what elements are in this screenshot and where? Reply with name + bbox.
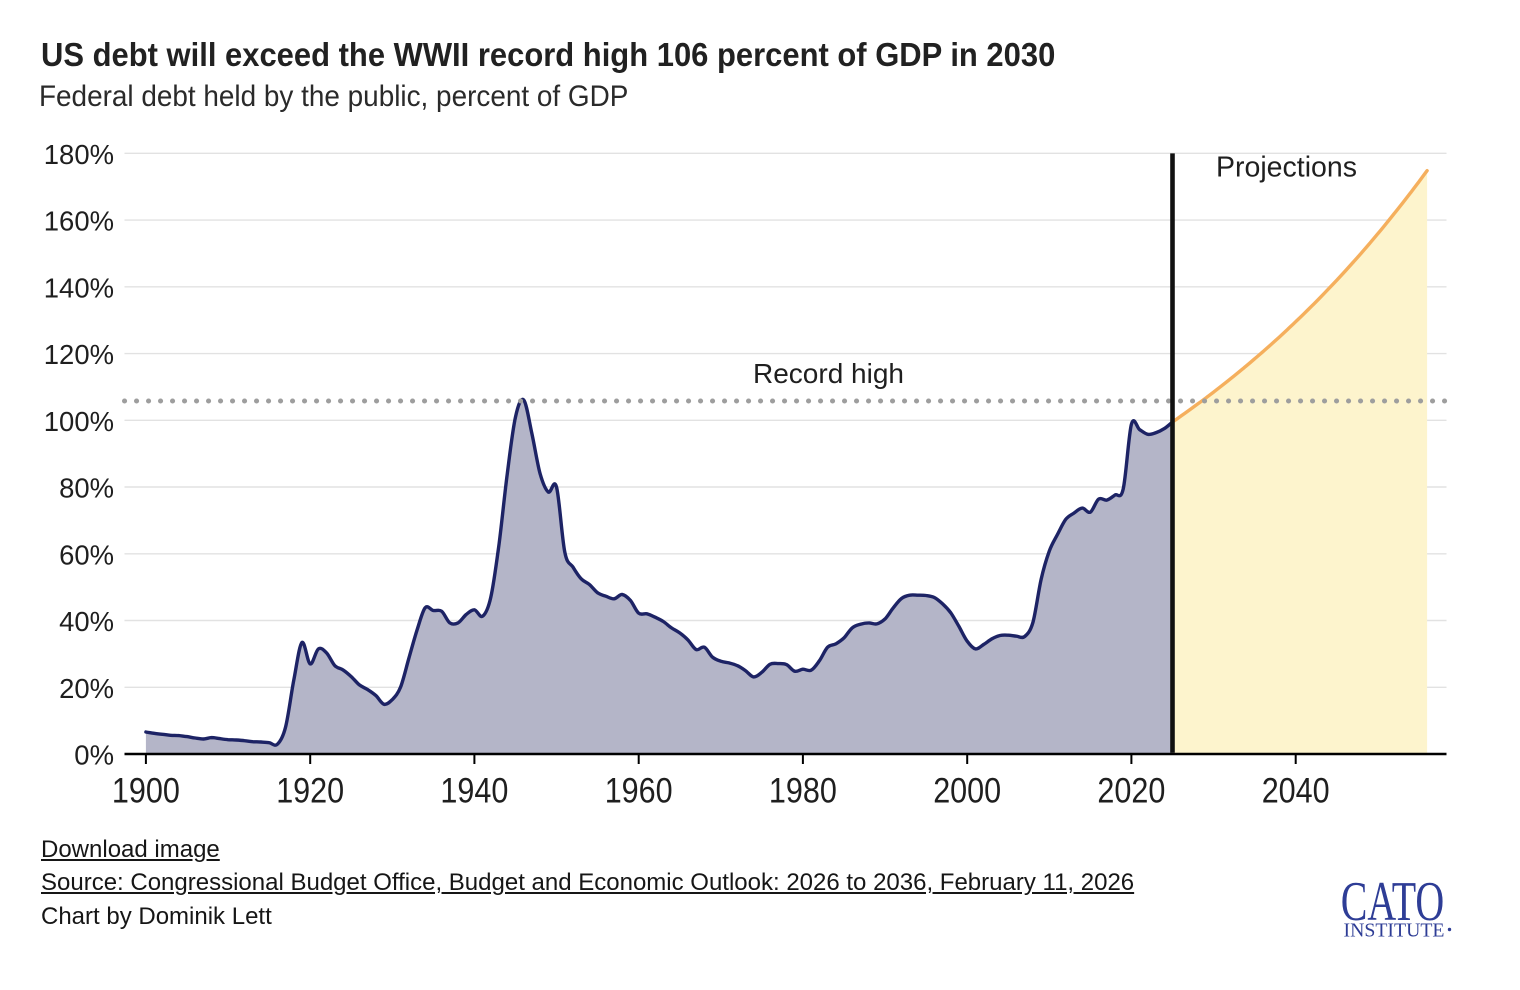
svg-text:40%: 40%: [59, 606, 114, 637]
svg-text:2040: 2040: [1262, 772, 1330, 811]
svg-text:Record high: Record high: [753, 358, 904, 389]
svg-text:140%: 140%: [44, 272, 114, 303]
svg-text:1940: 1940: [440, 772, 508, 811]
svg-text:180%: 180%: [44, 139, 114, 170]
svg-text:160%: 160%: [44, 206, 114, 237]
svg-text:1900: 1900: [112, 772, 180, 811]
svg-text:CATO: CATO: [1341, 871, 1445, 933]
svg-text:INSTITUTE: INSTITUTE: [1344, 919, 1445, 941]
svg-text:1920: 1920: [276, 772, 344, 811]
svg-text:Projections: Projections: [1216, 151, 1357, 183]
svg-text:60%: 60%: [59, 539, 114, 570]
svg-text:20%: 20%: [59, 673, 114, 704]
svg-text:2000: 2000: [933, 772, 1001, 811]
svg-text:0%: 0%: [74, 740, 114, 771]
svg-text:80%: 80%: [59, 473, 114, 504]
svg-text:120%: 120%: [44, 339, 114, 370]
svg-text:1980: 1980: [769, 772, 837, 811]
svg-text:1960: 1960: [605, 772, 673, 811]
svg-text:2020: 2020: [1097, 772, 1165, 811]
svg-text:100%: 100%: [44, 406, 114, 437]
